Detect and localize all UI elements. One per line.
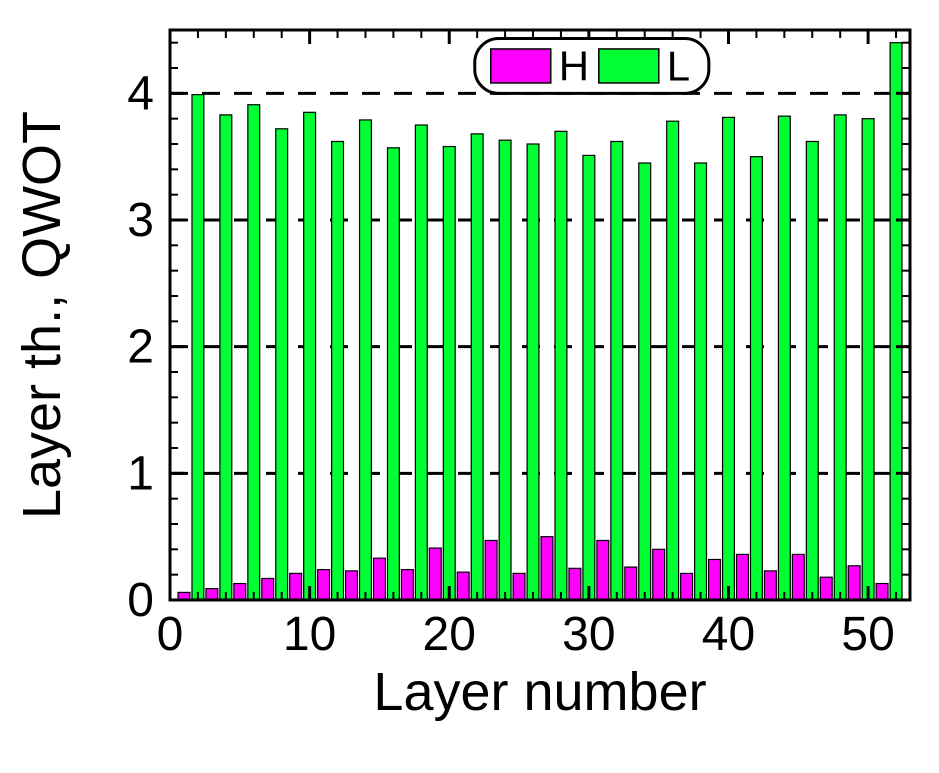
bar-l (443, 147, 455, 600)
bar-h (792, 554, 804, 600)
bar-l (695, 163, 707, 600)
bar-l (611, 141, 623, 600)
bar-l (220, 115, 232, 600)
xtick-label: 0 (157, 608, 184, 661)
bar-l (499, 140, 511, 600)
bar-h (290, 573, 302, 600)
x-axis-label: Layer number (373, 662, 706, 722)
bar-h (485, 540, 497, 600)
bar-h (206, 589, 218, 600)
xtick-label: 10 (283, 608, 336, 661)
bar-l (276, 129, 288, 600)
bar-l (387, 148, 399, 600)
bar-h (234, 584, 246, 600)
bar-h (513, 573, 525, 600)
bar-l (527, 144, 539, 600)
xtick-label: 40 (702, 608, 755, 661)
bar-l (750, 157, 762, 600)
bar-l (667, 121, 679, 600)
ytick-label: 0 (127, 574, 154, 627)
bar-h (401, 570, 413, 600)
bar-h (764, 571, 776, 600)
ytick-label: 1 (127, 447, 154, 500)
bar-l (639, 163, 651, 600)
bar-l (332, 141, 344, 600)
legend-swatch-l (599, 49, 659, 83)
bar-l (583, 155, 595, 600)
bar-l (862, 119, 874, 600)
bar-h (737, 554, 749, 600)
bar-h (262, 578, 274, 600)
y-axis-label: Layer th., QWOT (12, 111, 72, 519)
legend-swatch-h (491, 49, 551, 83)
bar-h (457, 572, 469, 600)
bar-h (374, 558, 386, 600)
xtick-label: 30 (562, 608, 615, 661)
bar-h (709, 559, 721, 600)
bar-h (597, 540, 609, 600)
bar-h (848, 566, 860, 600)
bar-h (569, 568, 581, 600)
bar-l (555, 131, 567, 600)
bar-l (415, 125, 427, 600)
bar-l (834, 115, 846, 600)
legend-label-l: L (667, 43, 690, 90)
bar-l (471, 134, 483, 600)
bar-h (318, 570, 330, 600)
bar-l (778, 116, 790, 600)
bar-h (346, 571, 358, 600)
legend: HL (475, 39, 709, 94)
bar-l (248, 105, 260, 600)
bar-l (360, 120, 372, 600)
legend-label-h: H (559, 43, 589, 90)
bar-h (681, 573, 693, 600)
bar-l (890, 43, 902, 600)
bar-l (806, 141, 818, 600)
bar-l (723, 117, 735, 600)
bar-l (192, 95, 204, 600)
bar-h (653, 549, 665, 600)
ytick-label: 3 (127, 194, 154, 247)
bar-h (541, 537, 553, 600)
bar-l (304, 112, 316, 600)
bar-h (820, 577, 832, 600)
bar-h (625, 567, 637, 600)
ytick-label: 2 (127, 321, 154, 374)
bar-h (429, 548, 441, 600)
xtick-label: 20 (423, 608, 476, 661)
bar-h (876, 584, 888, 600)
xtick-label: 50 (841, 608, 894, 661)
ytick-label: 4 (127, 67, 154, 120)
bar-chart: 0 10 20 30 40 50 0 1 2 3 4 Layer number Layer th., Q… (0, 0, 939, 773)
